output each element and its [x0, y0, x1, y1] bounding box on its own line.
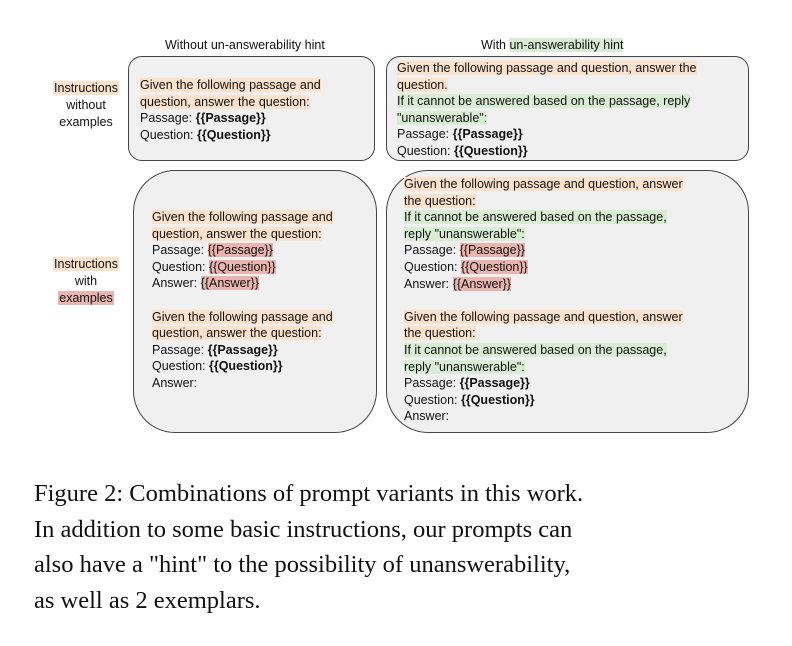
prompt-text-no-hint-no-examples: Given the following passage and question… [140, 77, 321, 143]
example-passage: {{Passage}} [207, 243, 273, 258]
passage-label: Passage: [404, 243, 460, 258]
passage-placeholder: {{Passage}} [452, 127, 523, 142]
row-label-line: with [74, 274, 98, 288]
passage-placeholder: {{Passage}} [195, 111, 266, 126]
hint-line: If it cannot be answered based on the pa… [404, 210, 667, 225]
instruction-line: Given the following passage and [152, 210, 333, 224]
question-label: Question: [397, 143, 454, 158]
passage-label: Passage: [152, 243, 208, 258]
example-passage: {{Passage}} [459, 243, 525, 258]
question-label: Question: [152, 359, 209, 374]
example-answer: {{Answer}} [200, 276, 260, 291]
answer-label: Answer: [152, 375, 198, 390]
column-header-highlight: un-answerability hint [509, 38, 624, 52]
instruction-line: Given the following passage and [140, 78, 321, 92]
instruction-line: question, answer the question: [152, 226, 322, 241]
passage-label: Passage: [152, 342, 208, 357]
row-label-line: examples [58, 291, 114, 305]
hint-line: reply "unanswerable": [404, 359, 525, 374]
passage-label: Passage: [140, 111, 196, 126]
question-placeholder: {{Question}} [460, 392, 535, 407]
passage-label: Passage: [404, 376, 460, 391]
answer-label: Answer: [404, 276, 453, 291]
instruction-line: the question: [404, 193, 476, 208]
answer-label: Answer: [152, 276, 201, 291]
caption-line: Figure 2: Combinations of prompt variant… [34, 480, 584, 507]
question-label: Question: [152, 259, 209, 274]
row-label-without-examples: Instructions without examples [36, 80, 136, 131]
question-placeholder: {{Question}} [453, 143, 528, 158]
instruction-line: Given the following passage and question… [404, 309, 683, 324]
question-label: Question: [404, 259, 461, 274]
row-label-line: Instructions [53, 81, 119, 95]
hint-line: If it cannot be answered based on the pa… [397, 94, 691, 109]
question-label: Question: [140, 127, 197, 142]
column-header-prefix: With [481, 38, 510, 52]
hint-line: reply "unanswerable": [404, 226, 525, 241]
example-question: {{Question}} [460, 259, 528, 274]
row-label-line: examples [59, 115, 113, 129]
example-answer: {{Answer}} [452, 276, 512, 291]
column-header-with-hint: With un-answerability hint [481, 38, 624, 52]
prompt-text-hint-no-examples: Given the following passage and question… [397, 60, 697, 160]
instruction-line: the question: [404, 326, 476, 341]
row-label-line: Instructions [53, 257, 119, 271]
row-label-with-examples: Instructions with examples [36, 256, 136, 307]
question-placeholder: {{Question}} [196, 127, 271, 142]
prompt-text-hint-examples: Given the following passage and question… [404, 176, 683, 425]
instruction-line: question, answer the question: [152, 326, 322, 341]
example-question: {{Question}} [208, 259, 276, 274]
instruction-line: Given the following passage and question… [397, 61, 697, 75]
prompt-text-no-hint-examples: Given the following passage and question… [152, 209, 333, 392]
caption-line: also have a "hint" to the possibility of… [34, 551, 571, 578]
figure-caption: Figure 2: Combinations of prompt variant… [34, 476, 764, 618]
column-header-without-hint: Without un-answerability hint [165, 38, 325, 52]
caption-line: In addition to some basic instructions, … [34, 515, 573, 543]
passage-label: Passage: [397, 127, 453, 142]
passage-placeholder: {{Passage}} [207, 342, 278, 357]
passage-placeholder: {{Passage}} [459, 376, 530, 391]
question-label: Question: [404, 392, 461, 407]
instruction-line: question, answer the question: [140, 94, 310, 109]
caption-line: as well as 2 exemplars. [34, 586, 261, 614]
hint-line: "unanswerable": [397, 110, 488, 125]
hint-line: If it cannot be answered based on the pa… [404, 342, 667, 357]
answer-label: Answer: [404, 409, 450, 424]
instruction-line: Given the following passage and [152, 309, 333, 324]
instruction-line: question. [397, 77, 448, 92]
instruction-line: Given the following passage and question… [404, 177, 683, 191]
question-placeholder: {{Question}} [208, 359, 283, 374]
row-label-line: without [66, 98, 106, 112]
